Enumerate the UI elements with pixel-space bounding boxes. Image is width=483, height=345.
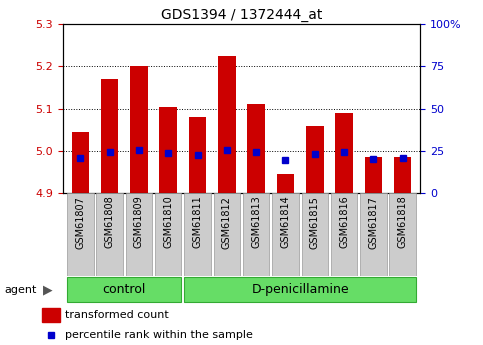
FancyBboxPatch shape: [272, 193, 298, 276]
Text: GSM61817: GSM61817: [369, 196, 378, 248]
Bar: [365, 157, 382, 193]
Text: GSM61808: GSM61808: [105, 196, 114, 248]
FancyBboxPatch shape: [213, 193, 240, 276]
Bar: [277, 174, 294, 193]
FancyBboxPatch shape: [301, 193, 328, 276]
Bar: [247, 105, 265, 193]
Text: GSM61814: GSM61814: [281, 196, 290, 248]
Bar: [130, 66, 148, 193]
FancyBboxPatch shape: [243, 193, 270, 276]
Bar: [159, 107, 177, 193]
Text: GSM61815: GSM61815: [310, 196, 320, 248]
FancyBboxPatch shape: [360, 193, 386, 276]
Bar: [394, 157, 412, 193]
FancyBboxPatch shape: [389, 193, 416, 276]
Bar: [101, 79, 118, 193]
Text: transformed count: transformed count: [65, 310, 169, 320]
Text: GSM61810: GSM61810: [163, 196, 173, 248]
Text: GSM61809: GSM61809: [134, 196, 144, 248]
Bar: [306, 126, 324, 193]
Text: control: control: [102, 283, 146, 296]
Bar: [71, 132, 89, 193]
Text: ▶: ▶: [43, 283, 52, 296]
FancyBboxPatch shape: [331, 193, 357, 276]
Text: GSM61816: GSM61816: [339, 196, 349, 248]
Bar: [218, 56, 236, 193]
Bar: [335, 113, 353, 193]
Text: GSM61811: GSM61811: [193, 196, 202, 248]
FancyBboxPatch shape: [97, 193, 123, 276]
Text: GSM61813: GSM61813: [251, 196, 261, 248]
FancyBboxPatch shape: [185, 277, 416, 302]
FancyBboxPatch shape: [126, 193, 152, 276]
Text: GSM61818: GSM61818: [398, 196, 408, 248]
Title: GDS1394 / 1372444_at: GDS1394 / 1372444_at: [161, 8, 322, 22]
Text: D-penicillamine: D-penicillamine: [251, 283, 349, 296]
FancyBboxPatch shape: [155, 193, 182, 276]
Bar: [189, 117, 206, 193]
FancyBboxPatch shape: [185, 193, 211, 276]
FancyBboxPatch shape: [67, 277, 182, 302]
Text: percentile rank within the sample: percentile rank within the sample: [65, 330, 253, 339]
Bar: [43, 308, 59, 322]
Text: agent: agent: [5, 285, 37, 295]
Text: GSM61812: GSM61812: [222, 196, 232, 248]
FancyBboxPatch shape: [67, 193, 94, 276]
Text: GSM61807: GSM61807: [75, 196, 85, 248]
